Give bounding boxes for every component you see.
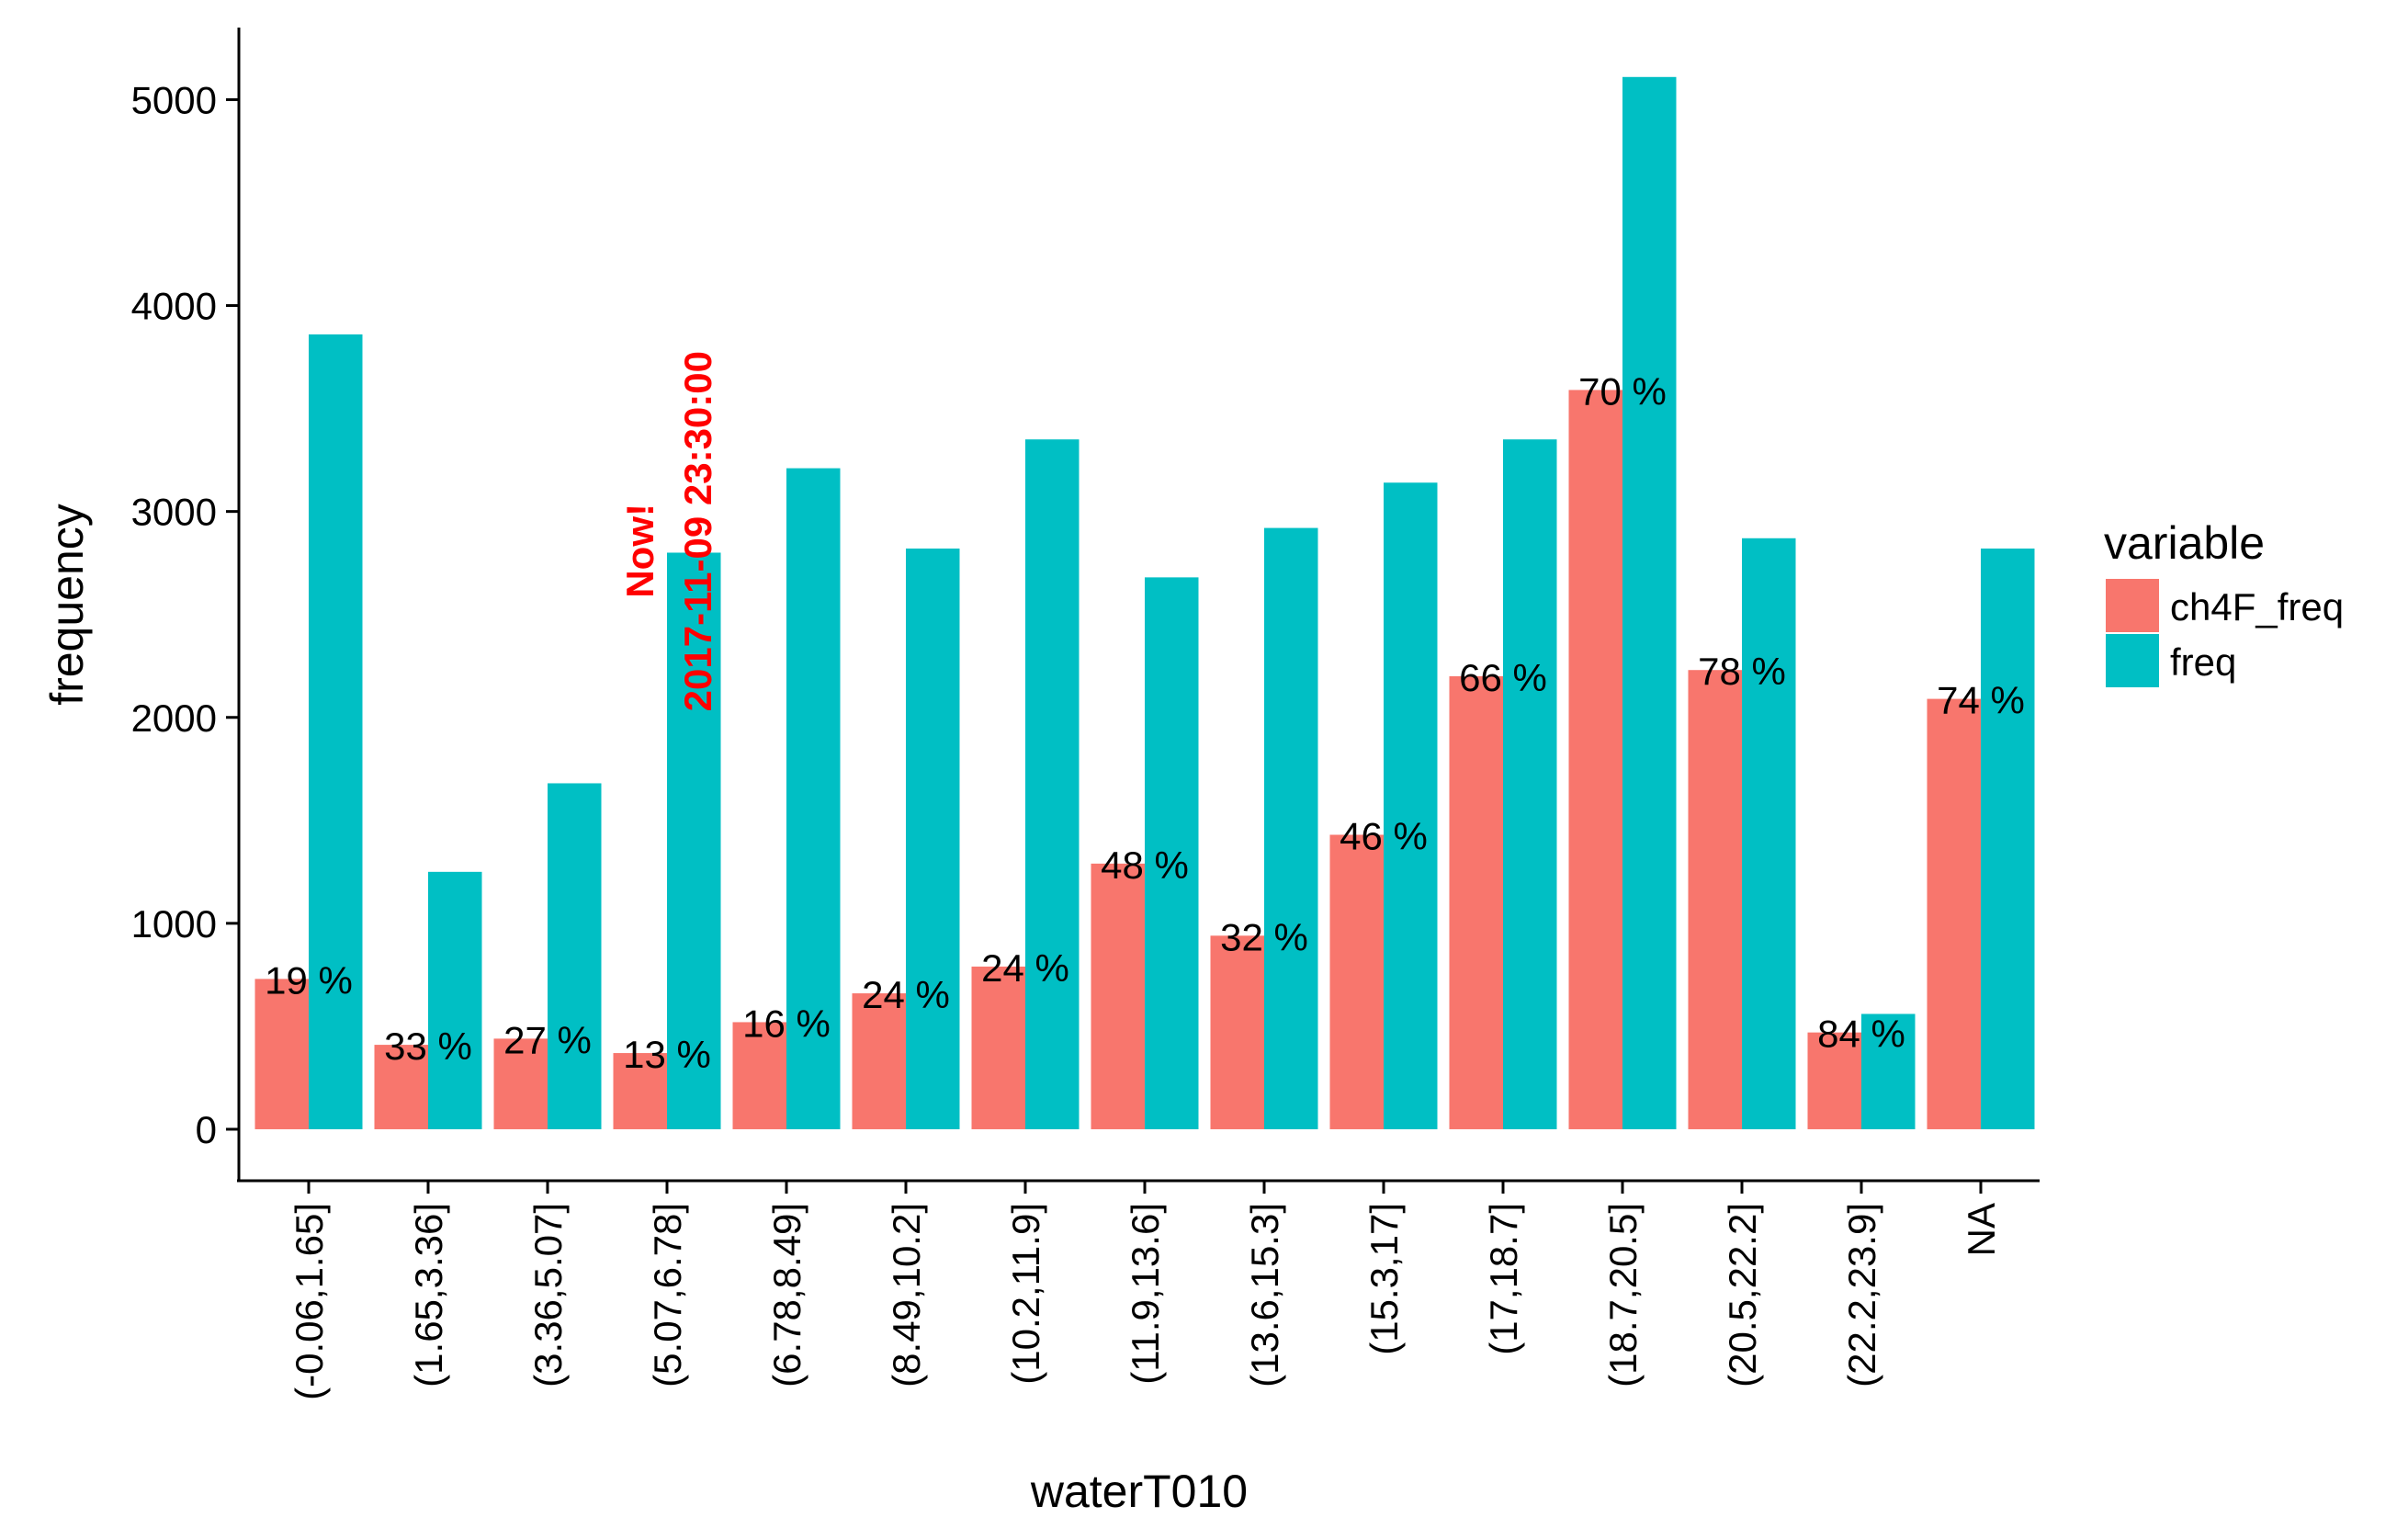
bar-ch4F_freq-12 — [1688, 670, 1742, 1129]
x-tick-label-8: (13.6,15.3] — [1243, 1203, 1286, 1387]
data-label-12: 78 % — [1698, 650, 1786, 693]
legend-label-freq: freq — [2170, 640, 2236, 684]
bar-ch4F_freq-11 — [1568, 390, 1622, 1129]
bar-ch4F_freq-9 — [1329, 834, 1384, 1129]
x-tick-label-7: (11.9,13.6] — [1124, 1203, 1167, 1385]
x-ticks: (-0.06,1.65] (1.65,3.36] (3.36,5.07] (5.07,… — [288, 1181, 2003, 1400]
x-tick-label-12: (20.5,22.2] — [1721, 1203, 1764, 1387]
bar-ch4F_freq-5 — [852, 993, 906, 1129]
annotation-now: Now! — [618, 504, 661, 598]
bar-ch4F_freq-13 — [1807, 1032, 1861, 1129]
legend-title: variable — [2104, 517, 2265, 569]
legend-key-ch4F-freq — [2106, 579, 2159, 632]
bar-freq-6 — [1025, 439, 1080, 1129]
bar-freq-12 — [1742, 538, 1796, 1129]
x-tick-label-13: (22.2,23.9] — [1840, 1203, 1883, 1387]
bar-freq-1 — [428, 871, 482, 1129]
legend: variable ch4F_freq freq — [2104, 517, 2344, 687]
data-label-7: 48 % — [1101, 844, 1189, 887]
bar-ch4F_freq-3 — [613, 1053, 667, 1129]
data-label-14: 74 % — [1937, 679, 2025, 722]
bar-freq-5 — [906, 548, 960, 1129]
y-axis-title: frequency — [41, 504, 93, 706]
x-tick-label-11: (18.7,20.5] — [1601, 1203, 1645, 1387]
data-label-0: 19 % — [265, 958, 353, 1002]
legend-key-freq — [2106, 634, 2159, 687]
bar-ch4F_freq-4 — [732, 1022, 786, 1129]
data-label-6: 24 % — [981, 946, 1069, 990]
x-tick-label-1: (1.65,3.36] — [407, 1203, 450, 1387]
data-label-9: 46 % — [1340, 815, 1428, 858]
bar-freq-4 — [786, 468, 841, 1129]
bar-freq-10 — [1503, 439, 1557, 1129]
y-tick-label-2: 2000 — [131, 696, 217, 740]
data-label-3: 13 % — [623, 1033, 711, 1076]
data-label-10: 66 % — [1459, 656, 1547, 699]
x-tick-label-3: (5.07,6.78] — [646, 1203, 689, 1387]
x-tick-label-9: (15.3,17] — [1362, 1203, 1406, 1355]
bar-ch4F_freq-2 — [493, 1038, 548, 1129]
data-label-5: 24 % — [862, 973, 950, 1016]
y-tick-label-1: 1000 — [131, 902, 217, 946]
annotation: Now! 2017-11-09 23:30:00 — [618, 351, 719, 711]
bar-ch4F_freq-1 — [374, 1045, 428, 1129]
bars-layer — [254, 76, 2035, 1129]
y-tick-label-5: 5000 — [131, 78, 217, 121]
bar-freq-7 — [1145, 577, 1199, 1129]
bar-freq-8 — [1264, 527, 1318, 1129]
x-tick-label-0: (-0.06,1.65] — [288, 1203, 331, 1400]
y-ticks: 0 1000 2000 3000 4000 5000 — [131, 78, 239, 1151]
bar-ch4F_freq-0 — [254, 979, 309, 1129]
bar-freq-9 — [1384, 482, 1438, 1129]
axes-layer — [237, 28, 2040, 1183]
bar-freq-2 — [548, 783, 602, 1129]
legend-label-ch4F-freq: ch4F_freq — [2170, 585, 2344, 628]
x-tick-label-6: (10.2,11.9] — [1004, 1203, 1047, 1385]
x-tick-label-10: (17,18.7] — [1482, 1203, 1525, 1355]
bar-freq-14 — [1981, 548, 2035, 1129]
data-label-11: 70 % — [1578, 369, 1667, 413]
bar-ch4F_freq-6 — [971, 966, 1025, 1129]
bar-freq-11 — [1622, 76, 1677, 1129]
x-tick-label-2: (3.36,5.07] — [526, 1203, 570, 1387]
data-label-1: 33 % — [384, 1025, 472, 1068]
data-label-2: 27 % — [503, 1018, 592, 1061]
annotation-timestamp: 2017-11-09 23:30:00 — [676, 351, 719, 711]
data-label-13: 84 % — [1817, 1013, 1905, 1056]
bar-ch4F_freq-10 — [1449, 675, 1503, 1129]
x-tick-label-14: NA — [1960, 1203, 2003, 1256]
y-tick-label-4: 4000 — [131, 285, 217, 328]
bar-freq-3 — [667, 552, 721, 1129]
x-axis-title: waterT010 — [1030, 1466, 1248, 1517]
y-tick-label-3: 3000 — [131, 491, 217, 534]
data-labels-layer: 19 % 33 % 27 % 13 % 16 % 24 % 24 % 48 % 32 % 46 %… — [265, 369, 2025, 1076]
y-tick-label-0: 0 — [196, 1108, 217, 1151]
data-label-4: 16 % — [742, 1002, 831, 1045]
x-tick-label-5: (8.49,10.2] — [885, 1203, 928, 1387]
bar-ch4F_freq-14 — [1927, 698, 1981, 1129]
bar-freq-13 — [1861, 1013, 1916, 1129]
x-tick-label-4: (6.78,8.49] — [765, 1203, 808, 1387]
bar-ch4F_freq-7 — [1091, 863, 1145, 1129]
data-label-8: 32 % — [1220, 915, 1308, 958]
bar-ch4F_freq-8 — [1210, 935, 1264, 1129]
bar-freq-0 — [309, 334, 363, 1129]
